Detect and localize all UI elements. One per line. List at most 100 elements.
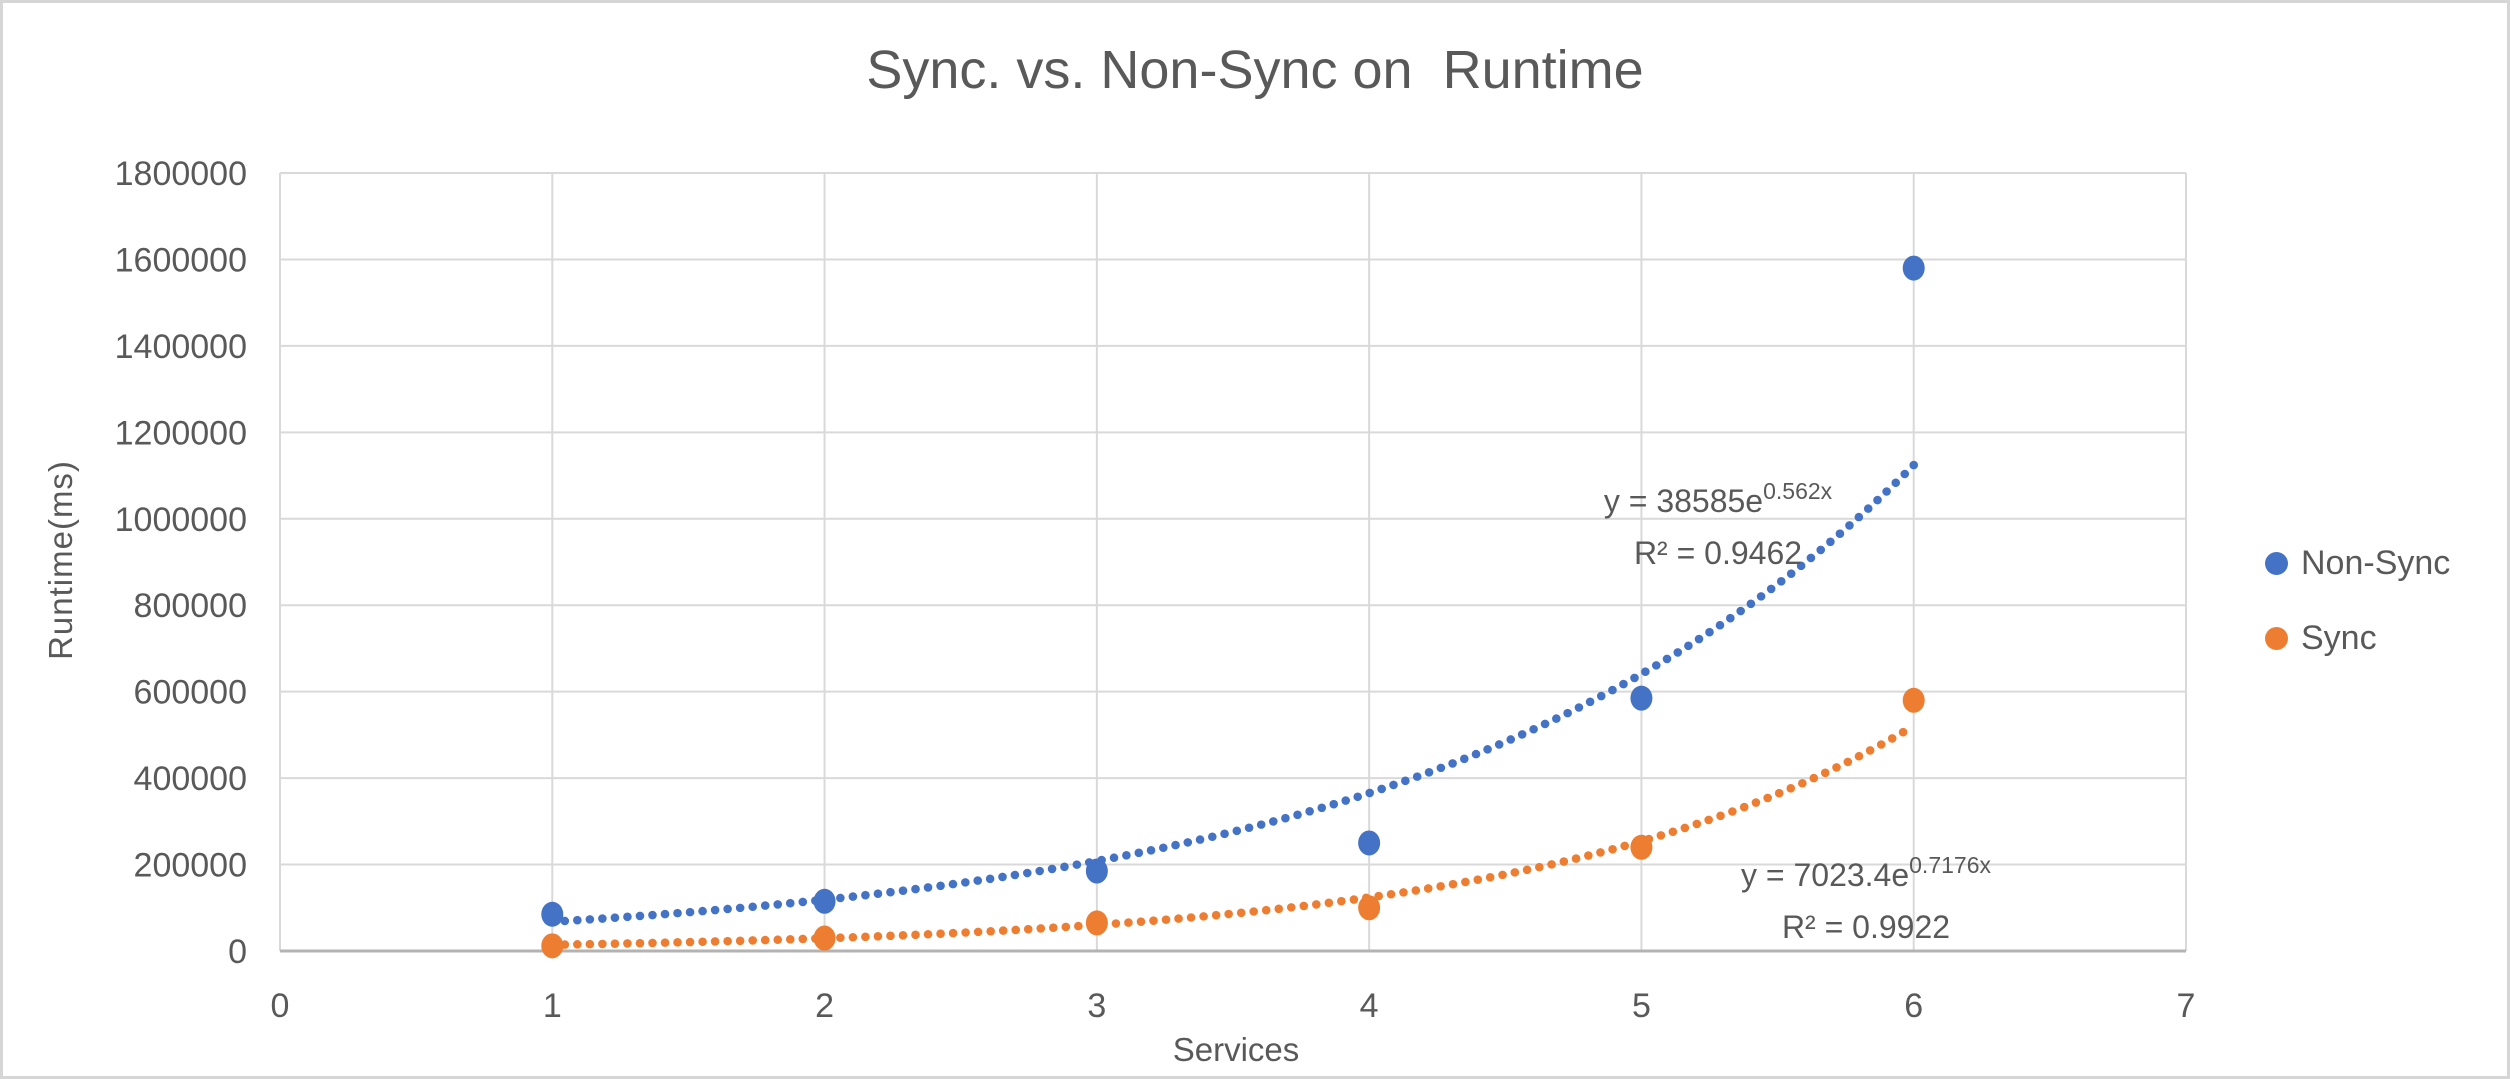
trendline-dot-sync bbox=[936, 929, 945, 938]
trendline-dot-sync bbox=[648, 938, 657, 948]
trendline-dot-sync bbox=[1236, 908, 1246, 918]
trendline-dot-sync bbox=[1436, 882, 1445, 891]
trendline-dot-sync bbox=[1473, 875, 1483, 884]
trendline-dot-non-sync bbox=[1882, 487, 1891, 496]
trendline-dot-non-sync bbox=[1786, 569, 1796, 578]
y-tick-label: 0 bbox=[228, 933, 247, 971]
trendline-dot-non-sync bbox=[1909, 460, 1919, 470]
trendline-dot-non-sync bbox=[1256, 820, 1266, 829]
trendline-dot-sync bbox=[911, 930, 920, 940]
trendline-dot-sync bbox=[898, 931, 908, 940]
trendline-dot-sync bbox=[660, 938, 670, 947]
y-tick-label: 1200000 bbox=[115, 414, 247, 452]
x-axis-title: Services bbox=[1172, 1031, 1300, 1068]
trendline-dot-non-sync bbox=[1293, 810, 1302, 820]
trendline-dot-non-sync bbox=[1854, 512, 1864, 522]
trendline-dot-sync bbox=[1809, 773, 1819, 783]
trendline-dot-non-sync bbox=[648, 910, 657, 920]
trendline-dot-sync bbox=[1704, 815, 1713, 825]
trendline-dot-non-sync bbox=[936, 881, 945, 891]
trendline-dot-sync bbox=[1510, 868, 1520, 877]
trendline-dot-non-sync bbox=[886, 887, 895, 897]
trendline-dot-sync bbox=[610, 939, 620, 948]
trendline-dot-sync bbox=[948, 928, 958, 938]
x-tick-label: 5 bbox=[1632, 987, 1651, 1025]
trendline-dot-non-sync bbox=[1506, 735, 1516, 744]
equation-line: y = 7023.4e0.7176x bbox=[1741, 839, 1991, 901]
trendline-dot-sync bbox=[1680, 823, 1690, 833]
trendline-dot-sync bbox=[973, 927, 983, 937]
trendline-dot-non-sync bbox=[1072, 860, 1082, 869]
x-tick-label: 3 bbox=[1087, 987, 1106, 1025]
data-point-sync bbox=[1358, 895, 1381, 921]
x-tick-label: 1 bbox=[543, 987, 562, 1025]
r-squared-line: R² = 0.9922 bbox=[1781, 909, 1951, 945]
trendline-dot-sync bbox=[623, 939, 632, 948]
trendline-dot-sync bbox=[1854, 751, 1864, 761]
y-tick-label: 400000 bbox=[134, 760, 247, 798]
legend-label: Sync bbox=[2301, 618, 2377, 657]
legend-item-sync: Sync bbox=[2265, 616, 2450, 660]
trendline-dot-non-sync bbox=[1377, 784, 1386, 794]
y-tick-label: 1800000 bbox=[115, 155, 247, 193]
trendline-dot-non-sync bbox=[1673, 648, 1683, 657]
trendline-dot-non-sync bbox=[1424, 768, 1434, 777]
trendline-dot-sync bbox=[1498, 870, 1507, 880]
trendline-dot-sync bbox=[1111, 919, 1121, 928]
trendline-dot-sync bbox=[1399, 888, 1408, 897]
trendline-dot-sync bbox=[1149, 916, 1158, 925]
trendline-dot-sync bbox=[1739, 802, 1749, 812]
legend-item-nonsync: Non-Sync bbox=[2265, 541, 2450, 585]
trendline-dot-non-sync bbox=[1766, 584, 1776, 594]
trendline-dot-sync bbox=[1485, 873, 1495, 882]
trendline-dot-non-sync bbox=[1540, 719, 1550, 729]
trendline-dot-non-sync bbox=[1662, 654, 1672, 664]
data-point-sync bbox=[1085, 910, 1108, 936]
trendline-dot-non-sync bbox=[1389, 780, 1398, 790]
trendline-dot-sync bbox=[1584, 851, 1593, 860]
y-tick-label: 1400000 bbox=[115, 328, 247, 366]
trendline-dot-sync bbox=[1036, 924, 1046, 933]
trendline-dot-non-sync bbox=[1146, 846, 1156, 855]
trendline-dot-non-sync bbox=[1412, 772, 1422, 781]
trendline-dot-non-sync bbox=[585, 915, 595, 924]
trendline-dot-sync bbox=[1249, 907, 1258, 916]
equation-exponent: 0.7176x bbox=[1909, 852, 1991, 878]
trendline-dot-sync bbox=[1286, 903, 1296, 912]
trendline-dot-non-sync bbox=[1329, 799, 1339, 809]
trendline-dot-non-sync bbox=[1651, 661, 1661, 670]
trendline-dot-non-sync bbox=[1134, 848, 1144, 858]
trendline-dot-non-sync bbox=[1891, 478, 1901, 488]
trendline-dot-sync bbox=[1876, 740, 1886, 749]
trendline-dot-non-sync bbox=[1715, 620, 1725, 630]
legend-marker-sync-icon bbox=[2265, 626, 2288, 650]
x-tick-label: 0 bbox=[271, 987, 290, 1025]
data-point-non-sync bbox=[1085, 858, 1108, 884]
trendline-dot-non-sync bbox=[1845, 521, 1854, 530]
trendline-dot-non-sync bbox=[961, 878, 970, 887]
trendline-dot-sync bbox=[598, 939, 607, 949]
trendline-dot-sync bbox=[1411, 886, 1421, 895]
trendline-dot-non-sync bbox=[1195, 835, 1205, 844]
trendline-dot-sync bbox=[1798, 778, 1807, 788]
trendline-dot-non-sync bbox=[760, 901, 770, 910]
trendline-dot-non-sync bbox=[748, 902, 757, 912]
trendline-dot-sync bbox=[748, 936, 757, 945]
data-point-sync bbox=[1630, 834, 1653, 860]
trendline-dot-sync bbox=[1386, 889, 1396, 899]
trendline-dot-sync bbox=[735, 936, 745, 946]
trendline-dot-non-sync bbox=[998, 872, 1007, 882]
trendline-dot-sync bbox=[635, 938, 645, 948]
trendline-dot-sync bbox=[798, 934, 808, 944]
trendline-dot-non-sync bbox=[1529, 724, 1538, 734]
trendline-dot-non-sync bbox=[1436, 763, 1446, 773]
trendline-dot-non-sync bbox=[1736, 606, 1745, 616]
y-axis-title: Runtime(ms) bbox=[42, 460, 79, 660]
trendline-dot-non-sync bbox=[1305, 807, 1314, 816]
trendline-dot-sync bbox=[886, 931, 895, 941]
trendline-dot-non-sync bbox=[1401, 776, 1410, 786]
trendline-dot-sync bbox=[773, 935, 783, 945]
x-tick-label: 6 bbox=[1904, 987, 1923, 1025]
trendline-dot-non-sync bbox=[1563, 708, 1572, 718]
